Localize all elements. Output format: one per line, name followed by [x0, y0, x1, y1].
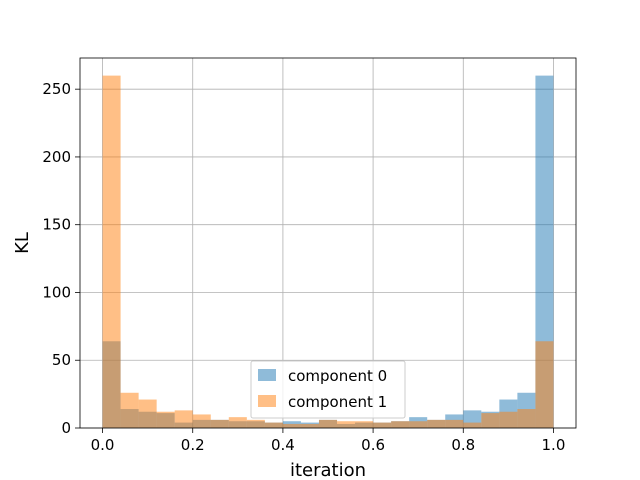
bar-component-1: [391, 421, 410, 428]
bar-component-1: [337, 421, 356, 428]
bar-component-1: [355, 421, 374, 428]
legend-swatch-component-0: [258, 369, 276, 381]
bar-component-0: [535, 75, 554, 428]
bar-component-1: [282, 423, 301, 428]
grid-lines: [80, 58, 576, 429]
bar-component-1: [246, 419, 265, 428]
y-axis-ticks: 0 50 100 150 200 250: [42, 80, 80, 437]
y-tick-label: 50: [52, 351, 71, 369]
legend-box: [250, 360, 406, 419]
y-tick-label: 250: [42, 80, 71, 98]
x-axis-label: iteration: [290, 460, 366, 480]
bar-component-1: [499, 411, 518, 428]
x-tick-label: 0.0: [91, 436, 115, 454]
bar-component-1: [210, 419, 229, 428]
y-tick-label: 200: [42, 148, 71, 166]
bar-component-1: [228, 417, 247, 428]
bar-component-1: [120, 392, 139, 428]
bar-component-1: [409, 421, 428, 428]
bar-component-1: [318, 419, 338, 428]
bar-component-1: [300, 423, 319, 428]
x-tick-label: 0.6: [361, 436, 385, 454]
bar-component-1: [427, 419, 446, 428]
bar-component-1: [138, 399, 157, 428]
bar-component-1: [481, 413, 500, 428]
legend: component 0 component 1: [250, 360, 406, 419]
y-axis-label: KL: [12, 232, 33, 254]
x-tick-label: 1.0: [542, 436, 566, 454]
plot-frame: [79, 57, 577, 429]
bar-component-1: [192, 414, 211, 428]
y-tick-label: 150: [42, 216, 71, 234]
bar-component-1: [174, 410, 193, 428]
x-axis-ticks: 0.0 0.2 0.4 0.6 0.8 1.0: [91, 428, 566, 454]
bar-component-1: [102, 75, 121, 428]
bar-component-1: [463, 422, 482, 428]
x-tick-label: 0.2: [181, 436, 205, 454]
bar-component-1: [517, 409, 536, 428]
bar-component-1: [535, 341, 554, 428]
bar-component-1: [445, 419, 464, 428]
histogram-bars: [102, 75, 554, 428]
legend-label-component-1: component 1: [288, 393, 387, 411]
x-tick-label: 0.4: [271, 436, 295, 454]
legend-swatch-component-1: [258, 395, 276, 407]
bar-component-1: [373, 422, 392, 428]
bar-component-1: [264, 422, 283, 428]
bar-component-1: [156, 411, 175, 428]
y-tick-label: 0: [61, 419, 71, 437]
y-tick-label: 100: [42, 283, 71, 301]
x-tick-label: 0.8: [451, 436, 475, 454]
legend-label-component-0: component 0: [288, 367, 387, 385]
